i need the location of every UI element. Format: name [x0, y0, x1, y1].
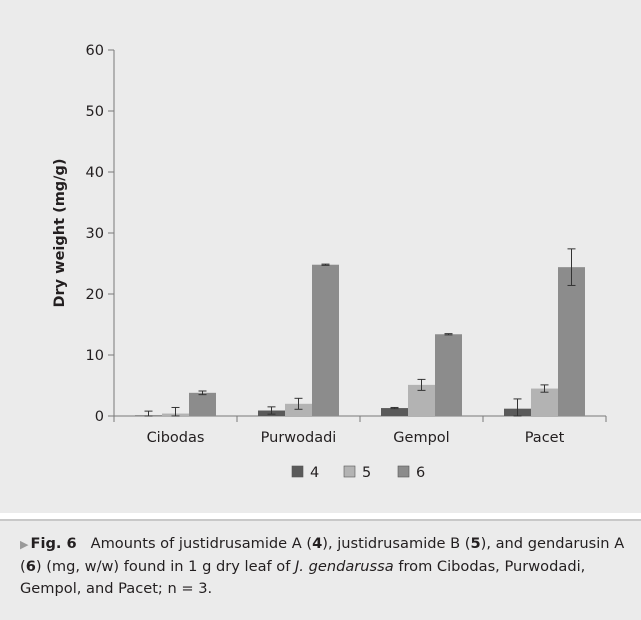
- y-axis-label: Dry weight (mg/g): [52, 159, 68, 308]
- compound-5: 5: [470, 535, 481, 552]
- bar-series-5-pacet: [531, 388, 558, 416]
- error-bars: [144, 248, 576, 417]
- y-tick-label: 10: [86, 348, 104, 364]
- y-tick-label: 20: [86, 287, 104, 303]
- x-tick-label: Cibodas: [147, 430, 205, 446]
- legend-swatch-5: [343, 465, 356, 478]
- bar-series-6-cibodas: [189, 392, 216, 416]
- triangle-icon: ▶: [20, 538, 29, 551]
- caption-part: ), justidrusamide B (: [322, 535, 471, 552]
- y-tick-label: 50: [86, 104, 104, 120]
- legend-label-5: 5: [362, 465, 371, 481]
- legend-swatch-4: [291, 465, 304, 478]
- caption-part: ) (mg, w/w) found in 1 g dry leaf of: [35, 558, 295, 575]
- bar-series-6-gempol: [435, 334, 462, 416]
- bar-chart: 0 10 20 30 40 50 60 Cibodas Purwodadi Gempol Pace…: [52, 43, 607, 481]
- caption-part: from Cibodas, Purwodadi, Gempol, and Pac…: [20, 558, 586, 597]
- compound-4: 4: [312, 535, 323, 552]
- legend-label-6: 6: [416, 465, 425, 481]
- bar-series-5-purwodadi: [285, 403, 312, 416]
- x-axis: Cibodas Purwodadi Gempol Pacet: [113, 415, 607, 446]
- caption-part: Amounts of justidrusamide A (: [90, 535, 313, 552]
- caption-part: ), and gendarusin A (: [20, 535, 625, 575]
- y-tick-label: 0: [95, 409, 104, 425]
- y-tick-label: 40: [86, 165, 104, 181]
- bar-series-4-gempol: [381, 408, 408, 416]
- figure-label: Fig. 6: [30, 535, 77, 552]
- x-tick-label: Gempol: [393, 430, 449, 446]
- x-tick-label: Pacet: [525, 430, 565, 446]
- bar-series-6-purwodadi: [312, 264, 339, 416]
- species-name: J. gendarussa: [295, 558, 394, 575]
- x-tick-label: Purwodadi: [261, 430, 337, 446]
- legend-swatch-6: [397, 465, 410, 478]
- legend-label-4: 4: [310, 465, 319, 481]
- legend: 4 5 6: [291, 465, 425, 481]
- caption-text: ▶ Fig. 6 Amounts of justidrusamide A (4),…: [20, 533, 630, 600]
- compound-6: 6: [25, 558, 36, 575]
- y-axis: 0 10 20 30 40 50 60: [86, 43, 115, 425]
- bar-series-6-pacet: [558, 267, 585, 416]
- bars: [135, 264, 585, 416]
- y-tick-label: 30: [86, 226, 104, 242]
- figure-caption: ▶ Fig. 6 Amounts of justidrusamide A (4),…: [0, 519, 641, 620]
- y-tick-label: 60: [86, 43, 104, 59]
- chart-panel: 0 10 20 30 40 50 60 Cibodas Purwodadi Gempol Pace…: [0, 0, 641, 513]
